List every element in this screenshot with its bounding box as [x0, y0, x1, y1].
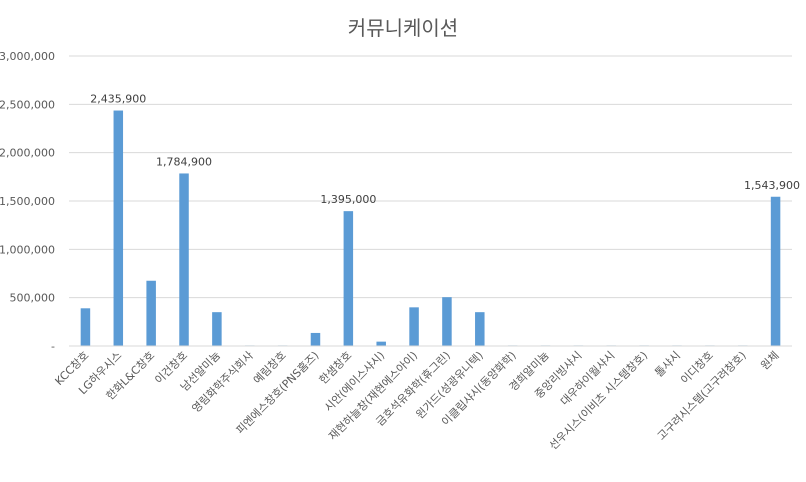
- bar: [179, 173, 189, 346]
- bar: [475, 312, 485, 346]
- x-tick-label: 영림화학주식회사: [189, 349, 255, 415]
- y-tick-label: 3,000,000: [0, 50, 55, 63]
- bar: [343, 211, 354, 346]
- bar: [310, 332, 321, 346]
- x-tick-label: 톨샤시: [652, 349, 683, 380]
- chart-title: 커뮤니케이션: [347, 16, 459, 40]
- y-tick-label: 2,000,000: [0, 147, 55, 160]
- bar: [409, 307, 419, 346]
- data-label: 1,395,000: [320, 193, 376, 206]
- y-tick-label: 1,500,000: [0, 195, 55, 208]
- y-tick-label: 500,000: [10, 292, 56, 305]
- y-tick-label: 1,000,000: [0, 243, 55, 256]
- data-label: 2,435,900: [90, 93, 146, 106]
- data-label: 1,784,900: [156, 155, 212, 168]
- bar: [80, 308, 91, 346]
- bar: [376, 341, 386, 346]
- bar: [113, 110, 124, 346]
- y-tick-label: -: [51, 340, 55, 353]
- data-label: 1,543,900: [744, 179, 800, 192]
- y-tick-label: 2,500,000: [0, 98, 55, 111]
- bar: [146, 280, 156, 346]
- bar: [770, 196, 781, 346]
- bar: [442, 297, 452, 346]
- bar: [212, 312, 222, 346]
- x-tick-label: 원체: [758, 349, 782, 373]
